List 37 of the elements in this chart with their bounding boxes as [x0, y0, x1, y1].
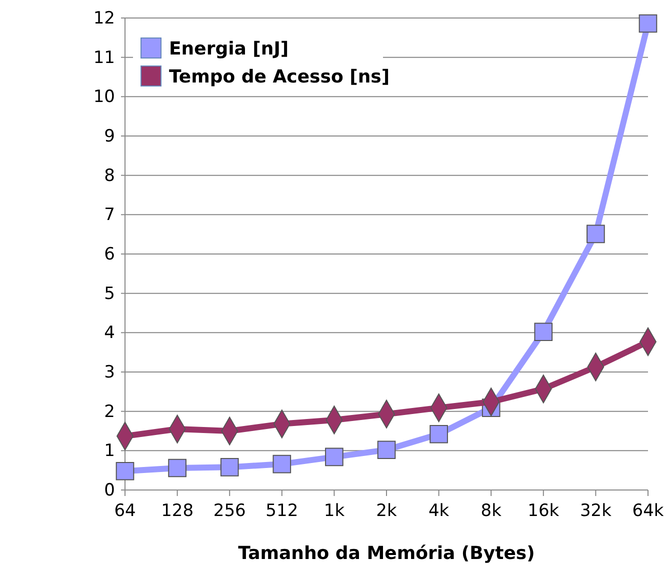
y-tick-label: 0: [104, 480, 115, 500]
point: [638, 14, 658, 33]
y-tick-label: 4: [104, 323, 115, 344]
y-tick-label: 1: [104, 441, 115, 462]
point: [168, 458, 186, 478]
y-tick-label: 3: [104, 362, 115, 382]
x-tick-label: 32k: [580, 501, 612, 522]
point: [430, 424, 448, 444]
x-tick-label: 512: [266, 501, 298, 522]
point: [534, 322, 553, 342]
x-tick-label: 8k: [480, 501, 502, 522]
point: [325, 448, 344, 466]
x-tick-label: 1k: [324, 501, 345, 522]
point: [272, 454, 292, 474]
y-tick-label: 6: [104, 244, 115, 264]
x-tick-label: 256: [213, 501, 246, 522]
x-tick-label: 4k: [428, 501, 450, 522]
y-tick-label: 5: [104, 284, 115, 304]
x-tick-label: 128: [161, 501, 194, 522]
y-tick-label: 8: [104, 166, 115, 186]
point: [377, 440, 396, 460]
y-tick-label: 2: [104, 402, 115, 422]
legend-label: Energia [nJ]: [169, 38, 289, 60]
legend-label: Tempo de Acesso [ns]: [169, 66, 390, 88]
point: [116, 462, 134, 480]
y-tick-label: 7: [104, 205, 115, 226]
point: [220, 458, 239, 476]
y-tick-label: 12: [93, 8, 115, 28]
point: [586, 224, 605, 244]
x-tick-label: 2k: [376, 501, 397, 522]
x-tick-label: 64: [114, 501, 136, 522]
y-tick-label: 10: [93, 87, 115, 108]
x-tick-label: 64k: [632, 501, 664, 522]
x-tick-label: 16k: [528, 501, 560, 522]
y-tick-label: 11: [93, 48, 115, 68]
x-axis-title: Tamanho da Memória (Bytes): [238, 543, 535, 564]
y-tick-label: 9: [104, 126, 115, 146]
